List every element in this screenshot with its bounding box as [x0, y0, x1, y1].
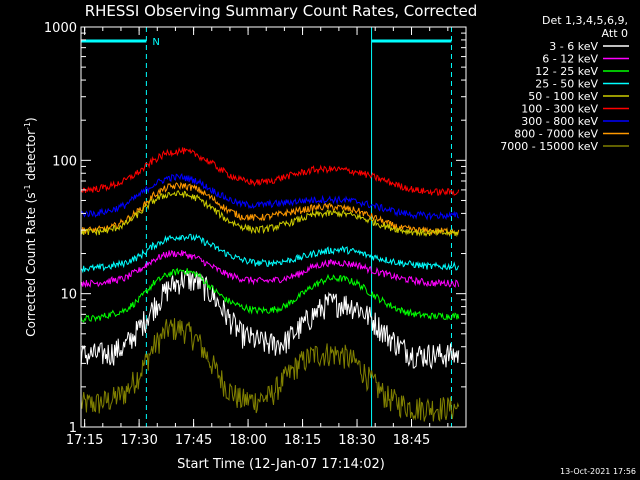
plot-area: N — [80, 27, 460, 427]
plot-frame — [80, 26, 467, 428]
series-line-2 — [80, 267, 460, 323]
legend-label: 50 - 100 keV — [528, 90, 598, 103]
y-tick-label: 100 — [52, 154, 77, 169]
legend-label: 300 - 800 keV — [521, 115, 598, 128]
x-tick-label: 17:45 — [175, 433, 212, 448]
series-line-7 — [80, 181, 460, 236]
footer-timestamp: 13-Oct-2021 17:56 — [560, 467, 636, 476]
x-tick-label: 17:30 — [120, 433, 157, 448]
legend-label: 800 - 7000 keV — [514, 128, 598, 141]
series-line-6 — [80, 173, 460, 221]
series-line-4 — [80, 190, 459, 238]
y-axis-label-mid: detector — [24, 130, 38, 185]
y-tick-label: 10 — [60, 288, 77, 303]
x-tick-label: 17:15 — [66, 433, 103, 448]
night-label: N — [152, 37, 159, 48]
legend-label: 3 - 6 keV — [549, 40, 598, 53]
series-line-8 — [80, 318, 460, 422]
x-axis-label: Start Time (12-Jan-07 17:14:02) — [177, 457, 385, 472]
x-tick-label: 18:45 — [393, 433, 430, 448]
y-axis-label: Corrected Count Rate (s-1 detector-1) — [23, 117, 38, 336]
legend-label: 25 - 50 keV — [535, 78, 598, 91]
y-axis-label-sup2: -1 — [23, 122, 32, 130]
series-line-1 — [80, 249, 460, 289]
axes: 17:15 17:30 17:45 18:00 18:15 18:30 18:45 1 10 10… — [44, 21, 466, 448]
legend-header-2: Att 0 — [602, 27, 628, 40]
y-tick-label: 1000 — [44, 21, 77, 36]
x-tick-label: 18:00 — [229, 433, 266, 448]
legend-label: 6 - 12 keV — [542, 53, 598, 66]
series-line-3 — [80, 233, 460, 274]
series-line-5 — [80, 146, 460, 196]
y-axis-label-main: Corrected Count Rate (s — [24, 192, 38, 336]
y-axis-label-end: ) — [24, 117, 38, 122]
legend-label: 7000 - 15000 keV — [500, 140, 598, 153]
legend-label: 12 - 25 keV — [535, 65, 598, 78]
chart-title: RHESSI Observing Summary Count Rates, Co… — [85, 2, 478, 20]
x-tick-label: 18:15 — [284, 433, 321, 448]
legend-header-1: Det 1,3,4,5,6,9, — [542, 14, 628, 27]
x-tick-label: 18:30 — [338, 433, 375, 448]
series-line-0 — [80, 270, 460, 370]
y-axis-label-sup1: -1 — [23, 184, 32, 192]
y-tick-label: 1 — [69, 421, 77, 436]
legend-label: 100 - 300 keV — [521, 103, 598, 116]
